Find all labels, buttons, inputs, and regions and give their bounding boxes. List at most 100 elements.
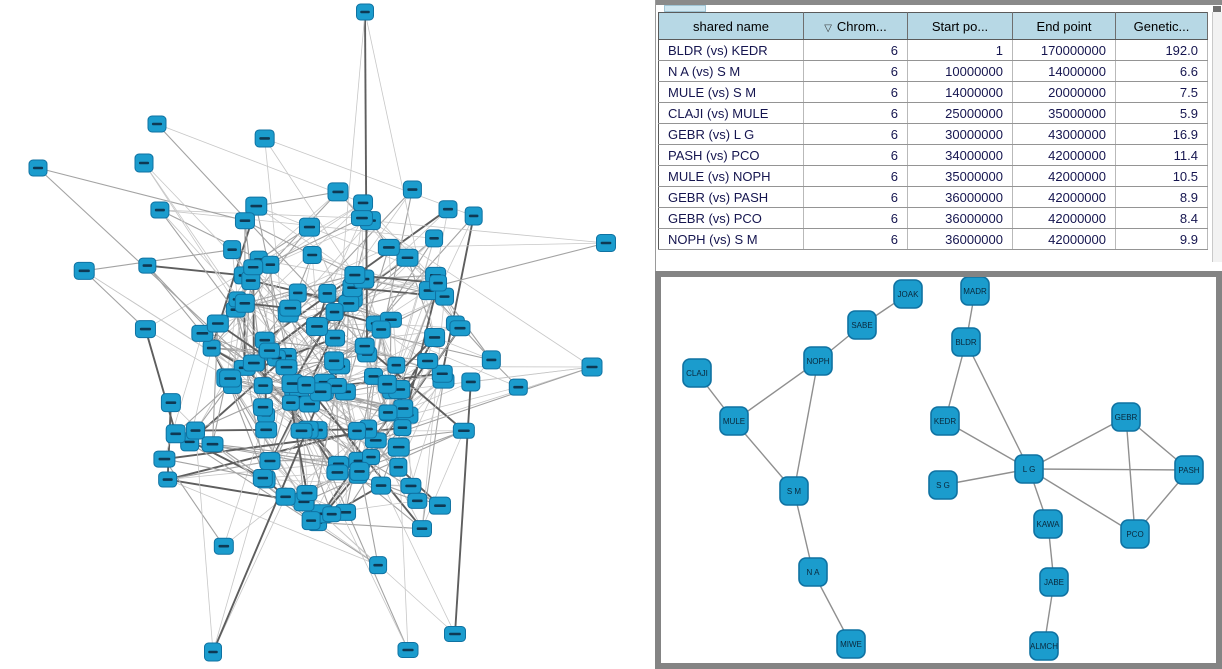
network-node[interactable] xyxy=(253,377,273,395)
network-edge[interactable] xyxy=(398,282,439,390)
network-node[interactable] xyxy=(73,261,95,280)
network-node[interactable] xyxy=(377,374,397,394)
network-edge[interactable] xyxy=(370,220,607,244)
network-edge[interactable] xyxy=(144,328,177,435)
network-edge[interactable] xyxy=(83,270,146,330)
network-edge[interactable] xyxy=(226,377,267,480)
scrollbar-top-mark[interactable] xyxy=(1213,6,1221,13)
network-edge[interactable] xyxy=(212,477,264,653)
network-edge[interactable] xyxy=(146,265,203,334)
network-edge[interactable] xyxy=(256,191,339,207)
cell-value[interactable]: 7.5 xyxy=(1115,81,1208,103)
cell-shared-name[interactable]: GEBR (vs) PASH xyxy=(658,186,804,208)
cell-shared-name[interactable]: BLDR (vs) KEDR xyxy=(658,39,804,61)
network-node[interactable] xyxy=(298,217,320,237)
network-edge[interactable] xyxy=(372,189,413,377)
network-node[interactable] xyxy=(259,451,281,470)
network-edge[interactable] xyxy=(407,386,519,416)
network-node[interactable] xyxy=(160,393,181,413)
network-edge[interactable] xyxy=(391,366,593,392)
network-node[interactable] xyxy=(464,206,483,226)
network-node[interactable] xyxy=(356,3,374,21)
network-node[interactable] xyxy=(596,234,616,252)
cell-shared-name[interactable]: CLAJI (vs) MULE xyxy=(658,102,804,124)
network-edge[interactable] xyxy=(1028,416,1127,470)
network-node[interactable] xyxy=(309,382,332,402)
network-node[interactable] xyxy=(438,200,458,219)
cell-value[interactable]: 6 xyxy=(803,165,908,187)
network-edge[interactable] xyxy=(321,513,456,635)
network-edge[interactable] xyxy=(84,270,264,386)
cell-value[interactable]: 6 xyxy=(803,81,908,103)
network-node[interactable] xyxy=(234,293,255,313)
network-edge[interactable] xyxy=(264,138,356,276)
cell-value[interactable]: 25000000 xyxy=(907,102,1013,124)
table-row[interactable]: GEBR (vs) PASH 6 36000000 42000000 8.9 xyxy=(658,186,1208,208)
network-edge[interactable] xyxy=(235,309,267,480)
cell-shared-name[interactable]: GEBR (vs) L G xyxy=(658,123,804,145)
network-node[interactable] xyxy=(377,238,400,256)
network-node[interactable] xyxy=(28,159,48,177)
network-node[interactable] xyxy=(428,496,451,515)
cell-value[interactable]: 6 xyxy=(803,186,908,208)
table-scrollbar[interactable] xyxy=(1212,12,1222,262)
network-edge[interactable] xyxy=(454,381,472,635)
network-node[interactable] xyxy=(201,436,224,453)
table-row[interactable]: NOPH (vs) S M 6 36000000 42000000 9.9 xyxy=(658,228,1208,250)
network-edge[interactable] xyxy=(345,376,375,513)
network-node[interactable] xyxy=(252,469,273,488)
network-node[interactable] xyxy=(461,372,481,392)
cell-value[interactable]: 11.4 xyxy=(1115,144,1208,166)
cell-value[interactable]: 20000000 xyxy=(1012,81,1116,103)
network-node[interactable] xyxy=(318,283,337,303)
network-edge[interactable] xyxy=(256,205,356,276)
network-node[interactable] xyxy=(302,245,322,264)
network-node[interactable] xyxy=(219,369,242,388)
network-node[interactable] xyxy=(213,537,234,555)
network-node[interactable]: MADR xyxy=(960,277,990,306)
network-node[interactable] xyxy=(350,210,373,227)
network-node[interactable]: SABE xyxy=(847,310,877,340)
network-node[interactable] xyxy=(204,642,222,662)
network-node[interactable] xyxy=(354,337,375,355)
cell-value[interactable]: 6.6 xyxy=(1115,60,1208,82)
table-row[interactable]: GEBR (vs) PCO 6 36000000 42000000 8.4 xyxy=(658,207,1208,229)
network-node[interactable] xyxy=(325,329,346,347)
network-edge[interactable] xyxy=(159,209,435,239)
cell-shared-name[interactable]: MULE (vs) NOPH xyxy=(658,165,804,187)
network-edge[interactable] xyxy=(229,264,271,379)
network-node[interactable] xyxy=(353,194,374,212)
network-edge[interactable] xyxy=(195,430,214,653)
network-node[interactable] xyxy=(165,424,186,444)
network-edge[interactable] xyxy=(226,377,372,458)
network-node[interactable] xyxy=(349,461,370,481)
network-node[interactable] xyxy=(254,129,275,148)
network-edge[interactable] xyxy=(375,366,593,441)
network-node[interactable]: PASH xyxy=(1174,455,1204,485)
cell-value[interactable]: 35000000 xyxy=(1012,102,1116,124)
cell-value[interactable]: 42000000 xyxy=(1012,144,1116,166)
network-node[interactable]: BLDR xyxy=(951,327,981,357)
table-row[interactable]: MULE (vs) NOPH 6 35000000 42000000 10.5 xyxy=(658,165,1208,187)
network-node[interactable] xyxy=(296,485,318,502)
column-header-5[interactable]: Genetic... xyxy=(1115,12,1208,40)
network-node[interactable] xyxy=(387,356,406,374)
network-node[interactable] xyxy=(150,201,170,219)
cell-value[interactable]: 9.9 xyxy=(1115,228,1208,250)
cell-value[interactable]: 1 xyxy=(907,39,1013,61)
network-node[interactable] xyxy=(134,320,156,339)
network-edge[interactable] xyxy=(380,427,403,486)
network-node[interactable] xyxy=(397,642,419,658)
cell-shared-name[interactable]: GEBR (vs) PCO xyxy=(658,207,804,229)
cell-value[interactable]: 42000000 xyxy=(1012,207,1116,229)
network-node[interactable]: S G xyxy=(928,470,958,500)
cell-value[interactable]: 30000000 xyxy=(907,123,1013,145)
cell-value[interactable]: 8.4 xyxy=(1115,207,1208,229)
network-node[interactable] xyxy=(253,398,274,417)
network-node[interactable] xyxy=(275,487,296,506)
network-edge[interactable] xyxy=(226,309,237,378)
network-node[interactable] xyxy=(290,422,313,439)
network-edge[interactable] xyxy=(1028,468,1136,535)
network-node[interactable] xyxy=(158,471,178,488)
network-node[interactable] xyxy=(202,339,221,357)
